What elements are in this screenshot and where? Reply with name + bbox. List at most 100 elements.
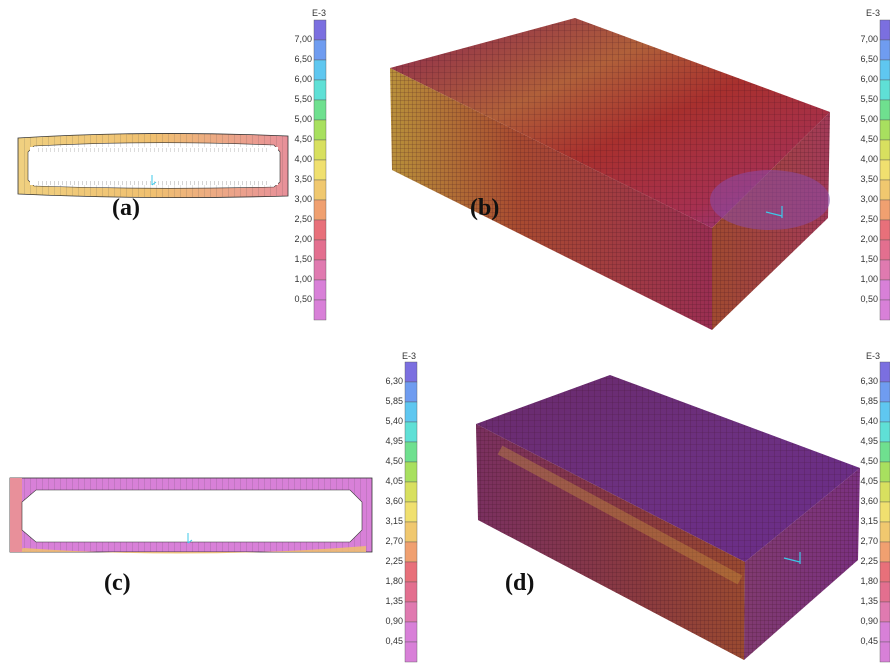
scale-tick-label: 5,00 <box>860 114 878 124</box>
scale-bottom-right-unit: E-3 <box>866 351 881 361</box>
scale-swatch <box>879 561 890 583</box>
scale-tick-label: 6,50 <box>860 54 878 64</box>
scale-tick-label: 2,50 <box>860 214 878 224</box>
scale-tick-label: 4,00 <box>860 154 878 164</box>
scale-tick-label: 0,90 <box>385 616 403 626</box>
scale-swatch <box>313 179 327 201</box>
scale-tick-label: 1,35 <box>860 596 878 606</box>
color-scale-bottom-right-partial <box>879 361 890 663</box>
scale-bottom-unit: E-3 <box>402 351 417 361</box>
scale-swatch <box>879 299 890 321</box>
scale-tick-label: 6,30 <box>860 376 878 386</box>
scale-tick-label: 3,60 <box>860 496 878 506</box>
scale-swatch <box>313 279 327 301</box>
scale-swatch <box>879 601 890 623</box>
scale-swatch <box>313 159 327 181</box>
scale-swatch <box>313 99 327 121</box>
scale-swatch <box>404 581 418 603</box>
scale-tick-label: 4,05 <box>860 476 878 486</box>
scale-swatch <box>404 481 418 503</box>
scale-tick-label: 3,00 <box>860 194 878 204</box>
scale-swatch <box>404 541 418 563</box>
scale-swatch <box>879 541 890 563</box>
scale-swatch <box>879 159 890 181</box>
scale-tick-label: 6,00 <box>294 74 312 84</box>
scale-swatch <box>879 119 890 141</box>
scale-swatch <box>879 219 890 241</box>
scale-tick-label: 4,00 <box>294 154 312 164</box>
scale-swatch <box>879 239 890 261</box>
scale-tick-label: 7,00 <box>294 34 312 44</box>
scale-tick-label: 7,00 <box>860 34 878 44</box>
scale-tick-label: 4,50 <box>385 456 403 466</box>
scale-tick-label: 1,00 <box>860 274 878 284</box>
scale-tick-label: 4,95 <box>860 436 878 446</box>
scale-swatch <box>404 461 418 483</box>
scale-swatch <box>879 279 890 301</box>
scale-swatch <box>879 79 890 101</box>
scale-tick-label: 5,85 <box>385 396 403 406</box>
scale-swatch <box>313 219 327 241</box>
scale-swatch <box>313 119 327 141</box>
scale-tick-label: 2,70 <box>860 536 878 546</box>
scale-tick-label: 6,30 <box>385 376 403 386</box>
scale-tick-label: 5,50 <box>860 94 878 104</box>
scale-swatch <box>313 139 327 161</box>
scale-tick-label: 6,00 <box>860 74 878 84</box>
scale-swatch <box>404 401 418 423</box>
scale-swatch <box>313 199 327 221</box>
scale-swatch <box>404 561 418 583</box>
panel-d-3d-model <box>476 375 860 660</box>
scale-swatch <box>879 179 890 201</box>
scale-swatch <box>313 19 327 41</box>
scale-tick-label: 0,45 <box>860 636 878 646</box>
scale-tick-label: 1,35 <box>385 596 403 606</box>
scale-tick-label: 6,50 <box>294 54 312 64</box>
scale-tick-label: 5,40 <box>860 416 878 426</box>
scale-top-right-unit: E-3 <box>866 8 881 18</box>
scale-swatch <box>404 521 418 543</box>
scale-swatch <box>404 361 418 383</box>
scale-tick-label: 2,50 <box>294 214 312 224</box>
panel-b-3d-model <box>390 18 830 330</box>
scale-tick-label: 5,40 <box>385 416 403 426</box>
scale-tick-label: 2,00 <box>860 234 878 244</box>
scale-tick-label: 1,50 <box>860 254 878 264</box>
color-scale-bottom <box>404 361 418 663</box>
scale-swatch <box>313 259 327 281</box>
scale-swatch <box>313 39 327 61</box>
scale-swatch <box>404 641 418 663</box>
panel-b-label: (b) <box>470 195 500 221</box>
scale-swatch <box>879 39 890 61</box>
scale-tick-label: 3,15 <box>385 516 403 526</box>
scale-tick-label: 3,50 <box>294 174 312 184</box>
scale-swatch <box>879 481 890 503</box>
scale-tick-label: 3,60 <box>385 496 403 506</box>
scale-tick-label: 3,00 <box>294 194 312 204</box>
scale-swatch <box>879 361 890 383</box>
scale-tick-label: 4,05 <box>385 476 403 486</box>
scale-tick-label: 4,50 <box>860 456 878 466</box>
scale-swatch <box>879 621 890 643</box>
panel-c-label: (c) <box>104 570 131 596</box>
scale-tick-label: 5,85 <box>860 396 878 406</box>
panel-c-cross-section <box>9 477 373 554</box>
scale-swatch <box>313 239 327 261</box>
color-scale-top-right-partial <box>879 19 890 321</box>
scale-swatch <box>404 501 418 523</box>
scale-swatch <box>879 381 890 403</box>
scale-swatch <box>404 441 418 463</box>
scale-swatch <box>879 581 890 603</box>
scale-swatch <box>404 601 418 623</box>
scale-swatch <box>313 59 327 81</box>
scale-tick-label: 1,50 <box>294 254 312 264</box>
scale-swatch <box>879 461 890 483</box>
scale-tick-label: 0,45 <box>385 636 403 646</box>
scale-tick-label: 2,70 <box>385 536 403 546</box>
scale-swatch <box>879 441 890 463</box>
scale-tick-label: 2,00 <box>294 234 312 244</box>
panel-d-label: (d) <box>505 570 535 596</box>
scale-tick-label: 1,80 <box>860 576 878 586</box>
scale-swatch <box>879 19 890 41</box>
